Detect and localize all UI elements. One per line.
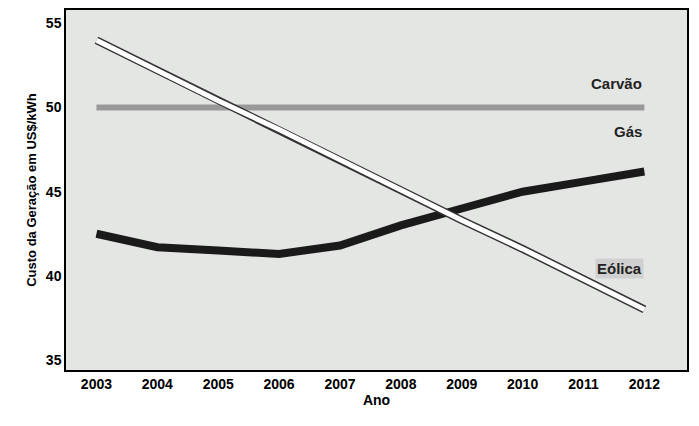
svg-text:2004: 2004 (142, 376, 173, 392)
svg-text:35: 35 (46, 352, 62, 368)
svg-text:45: 45 (46, 184, 62, 200)
svg-text:Carvão: Carvão (591, 75, 642, 92)
svg-text:2010: 2010 (507, 376, 538, 392)
svg-text:2006: 2006 (264, 376, 295, 392)
svg-text:40: 40 (46, 268, 62, 284)
svg-text:Ano: Ano (363, 392, 390, 408)
svg-text:50: 50 (46, 99, 62, 115)
svg-text:Gás: Gás (614, 123, 642, 140)
svg-text:2005: 2005 (203, 376, 234, 392)
svg-text:2011: 2011 (568, 376, 599, 392)
svg-text:Custo da Geração em US$/kWh: Custo da Geração em US$/kWh (24, 93, 39, 287)
svg-text:2012: 2012 (629, 376, 660, 392)
svg-text:Eólica: Eólica (597, 260, 642, 277)
svg-text:2009: 2009 (446, 376, 477, 392)
svg-text:55: 55 (46, 15, 62, 31)
svg-text:2007: 2007 (324, 376, 355, 392)
svg-text:2008: 2008 (385, 376, 416, 392)
svg-text:2003: 2003 (81, 376, 112, 392)
